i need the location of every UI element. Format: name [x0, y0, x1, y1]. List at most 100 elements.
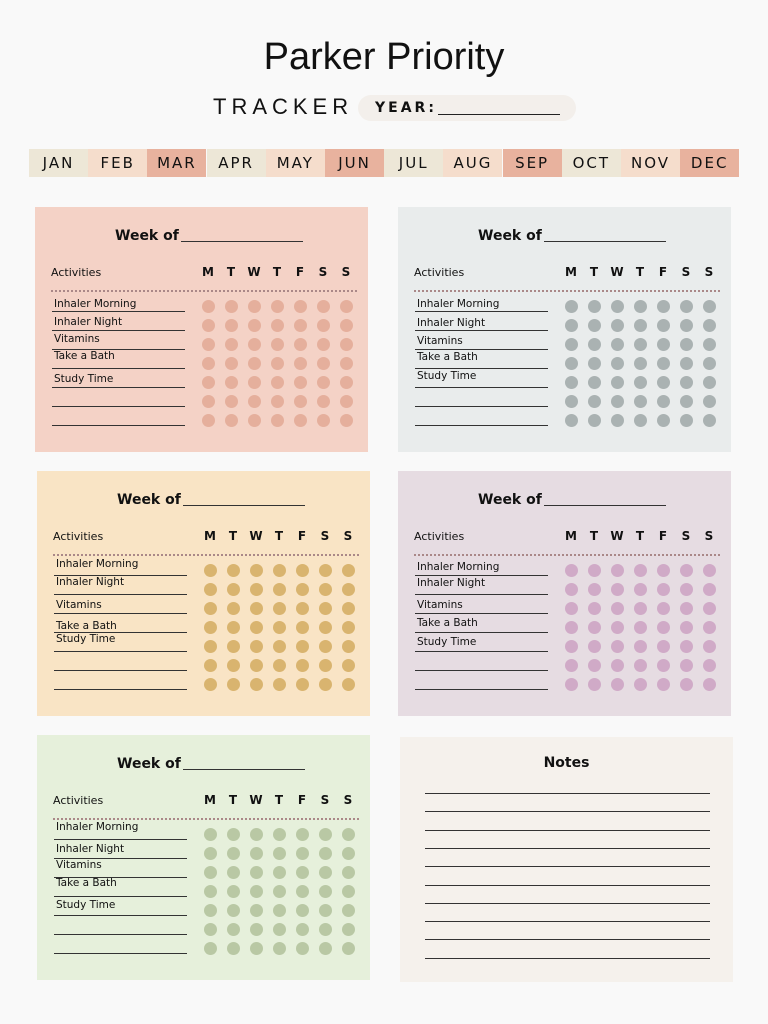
notes-card: Notes: [400, 737, 733, 982]
note-line: [425, 902, 710, 904]
check-dot: [634, 357, 647, 370]
check-dot: [225, 338, 238, 351]
check-dot: [340, 395, 353, 408]
write-line: [415, 689, 548, 690]
check-dot: [248, 376, 261, 389]
week-line: [544, 505, 666, 506]
day-label: S: [320, 793, 330, 807]
check-dot: [250, 904, 263, 917]
check-dot: [296, 659, 309, 672]
check-dot: [680, 564, 693, 577]
check-dot: [319, 583, 332, 596]
check-dot: [271, 376, 284, 389]
day-label: F: [297, 793, 307, 807]
check-dot: [296, 678, 309, 691]
check-dot: [703, 319, 716, 332]
check-dot: [657, 376, 670, 389]
check-dot: [565, 395, 578, 408]
check-dot: [342, 640, 355, 653]
week-line: [544, 241, 666, 242]
check-dot: [227, 659, 240, 672]
check-dot: [340, 357, 353, 370]
activity-label: Take a Bath: [54, 350, 115, 362]
check-dot: [588, 640, 601, 653]
check-dot: [703, 338, 716, 351]
day-label: W: [247, 265, 261, 279]
day-label: M: [565, 529, 577, 543]
check-dot: [204, 904, 217, 917]
divider: [414, 290, 720, 292]
check-dot: [342, 564, 355, 577]
check-dot: [319, 602, 332, 615]
write-line: [415, 613, 548, 614]
check-dot: [248, 357, 261, 370]
write-line: [52, 311, 185, 312]
check-dot: [565, 414, 578, 427]
check-dot: [227, 640, 240, 653]
check-dot: [227, 828, 240, 841]
title: Parker Priority: [263, 36, 505, 78]
day-label: T: [272, 265, 282, 279]
week-card: Week of Activities M T W T F S S Inhaler Morning I…: [35, 207, 368, 452]
day-label: F: [297, 529, 307, 543]
day-label: S: [704, 265, 714, 279]
check-dot: [204, 828, 217, 841]
check-dot: [273, 602, 286, 615]
day-label: T: [589, 265, 599, 279]
month-tab: MAY: [265, 149, 325, 177]
month-tab: JAN: [29, 149, 88, 177]
check-dot: [248, 395, 261, 408]
check-dot: [202, 376, 215, 389]
write-line: [54, 689, 187, 690]
check-dot: [634, 640, 647, 653]
write-line: [415, 632, 548, 633]
year-line: [438, 114, 560, 115]
check-dot: [273, 678, 286, 691]
write-line: [52, 349, 185, 350]
check-dot: [634, 319, 647, 332]
day-label: T: [274, 793, 284, 807]
check-dot: [680, 621, 693, 634]
check-dot: [680, 300, 693, 313]
check-dot: [248, 414, 261, 427]
activity-label: Study Time: [56, 633, 116, 645]
check-dot: [225, 300, 238, 313]
check-dot: [680, 583, 693, 596]
week-card: Week of Activities M T W T F S S Inhaler Morning I…: [37, 471, 370, 716]
check-dot: [296, 621, 309, 634]
check-dot: [611, 319, 624, 332]
check-dot: [227, 866, 240, 879]
check-dot: [204, 923, 217, 936]
check-dot: [565, 678, 578, 691]
day-label: F: [658, 529, 668, 543]
day-label: T: [228, 793, 238, 807]
check-dot: [227, 885, 240, 898]
check-dot: [703, 395, 716, 408]
check-dot: [340, 414, 353, 427]
write-line: [54, 953, 187, 954]
check-dot: [657, 319, 670, 332]
check-dot: [588, 678, 601, 691]
check-dot: [703, 678, 716, 691]
check-dot: [634, 300, 647, 313]
activity-label: Vitamins: [56, 599, 102, 611]
check-dot: [204, 583, 217, 596]
check-dot: [250, 659, 263, 672]
check-dot: [611, 414, 624, 427]
check-dot: [680, 678, 693, 691]
check-dot: [296, 828, 309, 841]
check-dot: [319, 564, 332, 577]
check-dot: [294, 357, 307, 370]
activity-label: Vitamins: [56, 859, 102, 871]
write-line: [54, 632, 187, 633]
check-dot: [227, 847, 240, 860]
check-dot: [703, 414, 716, 427]
check-dot: [657, 300, 670, 313]
check-dot: [202, 357, 215, 370]
activity-label: Vitamins: [54, 333, 100, 345]
month-tab: FEB: [88, 149, 148, 177]
check-dot: [296, 583, 309, 596]
write-line: [54, 934, 187, 935]
day-label: T: [228, 529, 238, 543]
